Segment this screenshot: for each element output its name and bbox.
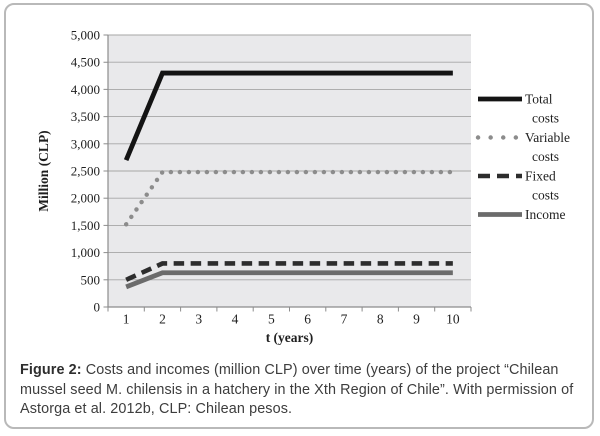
x-axis-tick-label: 6 bbox=[304, 312, 311, 327]
y-axis-tick-label: 3,000 bbox=[71, 136, 100, 151]
x-axis-tick-label: 4 bbox=[232, 312, 239, 327]
y-axis-title: Million (CLP) bbox=[36, 130, 51, 211]
x-axis-tick-label: 1 bbox=[123, 312, 130, 327]
legend-label-variable-costs: Variable bbox=[525, 130, 570, 145]
y-axis-tick-label: 500 bbox=[81, 272, 101, 287]
series-line-income bbox=[125, 270, 453, 290]
y-axis-tick-label: 5,000 bbox=[71, 28, 100, 43]
figure-caption: Figure 2: Costs and incomes (million CLP… bbox=[20, 361, 578, 420]
series-line-fixed-costs bbox=[125, 261, 453, 282]
legend-label-income: Income bbox=[525, 207, 565, 222]
x-axis-title: t (years) bbox=[266, 330, 314, 345]
series-line-variable-costs bbox=[123, 169, 456, 227]
legend-label-total-costs: Total bbox=[525, 92, 553, 107]
x-axis-tick-label: 8 bbox=[377, 312, 384, 327]
y-axis-tick-label: 1,500 bbox=[71, 218, 100, 233]
y-axis-tick-label: 3,500 bbox=[71, 109, 100, 124]
series-line-total-costs bbox=[123, 70, 453, 162]
x-axis-tick-label: 2 bbox=[159, 312, 166, 327]
x-axis-tick-label: 9 bbox=[413, 312, 420, 327]
legend-label-fixed-costs: Fixed bbox=[525, 169, 556, 184]
y-axis-tick-label: 4,000 bbox=[71, 82, 100, 97]
y-axis-tick-label: 0 bbox=[94, 300, 101, 315]
x-axis-tick-label: 10 bbox=[446, 312, 460, 327]
cost-income-line-chart: 0 500 1,000 1,500 2,000 2,500 3,000 3,500 4,000 4… bbox=[36, 28, 570, 346]
legend-label-total-costs: costs bbox=[532, 111, 559, 126]
legend-label-fixed-costs: costs bbox=[532, 188, 559, 203]
legend-label-variable-costs: costs bbox=[532, 149, 559, 164]
x-axis-tick-label: 7 bbox=[341, 312, 348, 327]
x-axis-tick-label: 3 bbox=[195, 312, 202, 327]
figure-caption-text: Costs and incomes (million CLP) over tim… bbox=[20, 362, 574, 417]
chart-container: 0 500 1,000 1,500 2,000 2,500 3,000 3,500 4,000 4… bbox=[6, 5, 592, 357]
x-axis-tick-label: 5 bbox=[268, 312, 275, 327]
figure-caption-label: Figure 2: bbox=[20, 362, 82, 378]
y-axis-tick-label: 2,500 bbox=[71, 164, 100, 179]
figure-card: 0 500 1,000 1,500 2,000 2,500 3,000 3,500 4,000 4… bbox=[4, 3, 594, 429]
y-axis-tick-label: 1,000 bbox=[71, 245, 100, 260]
y-axis-tick-label: 4,500 bbox=[71, 55, 100, 70]
y-axis-tick-label: 2,000 bbox=[71, 191, 100, 206]
